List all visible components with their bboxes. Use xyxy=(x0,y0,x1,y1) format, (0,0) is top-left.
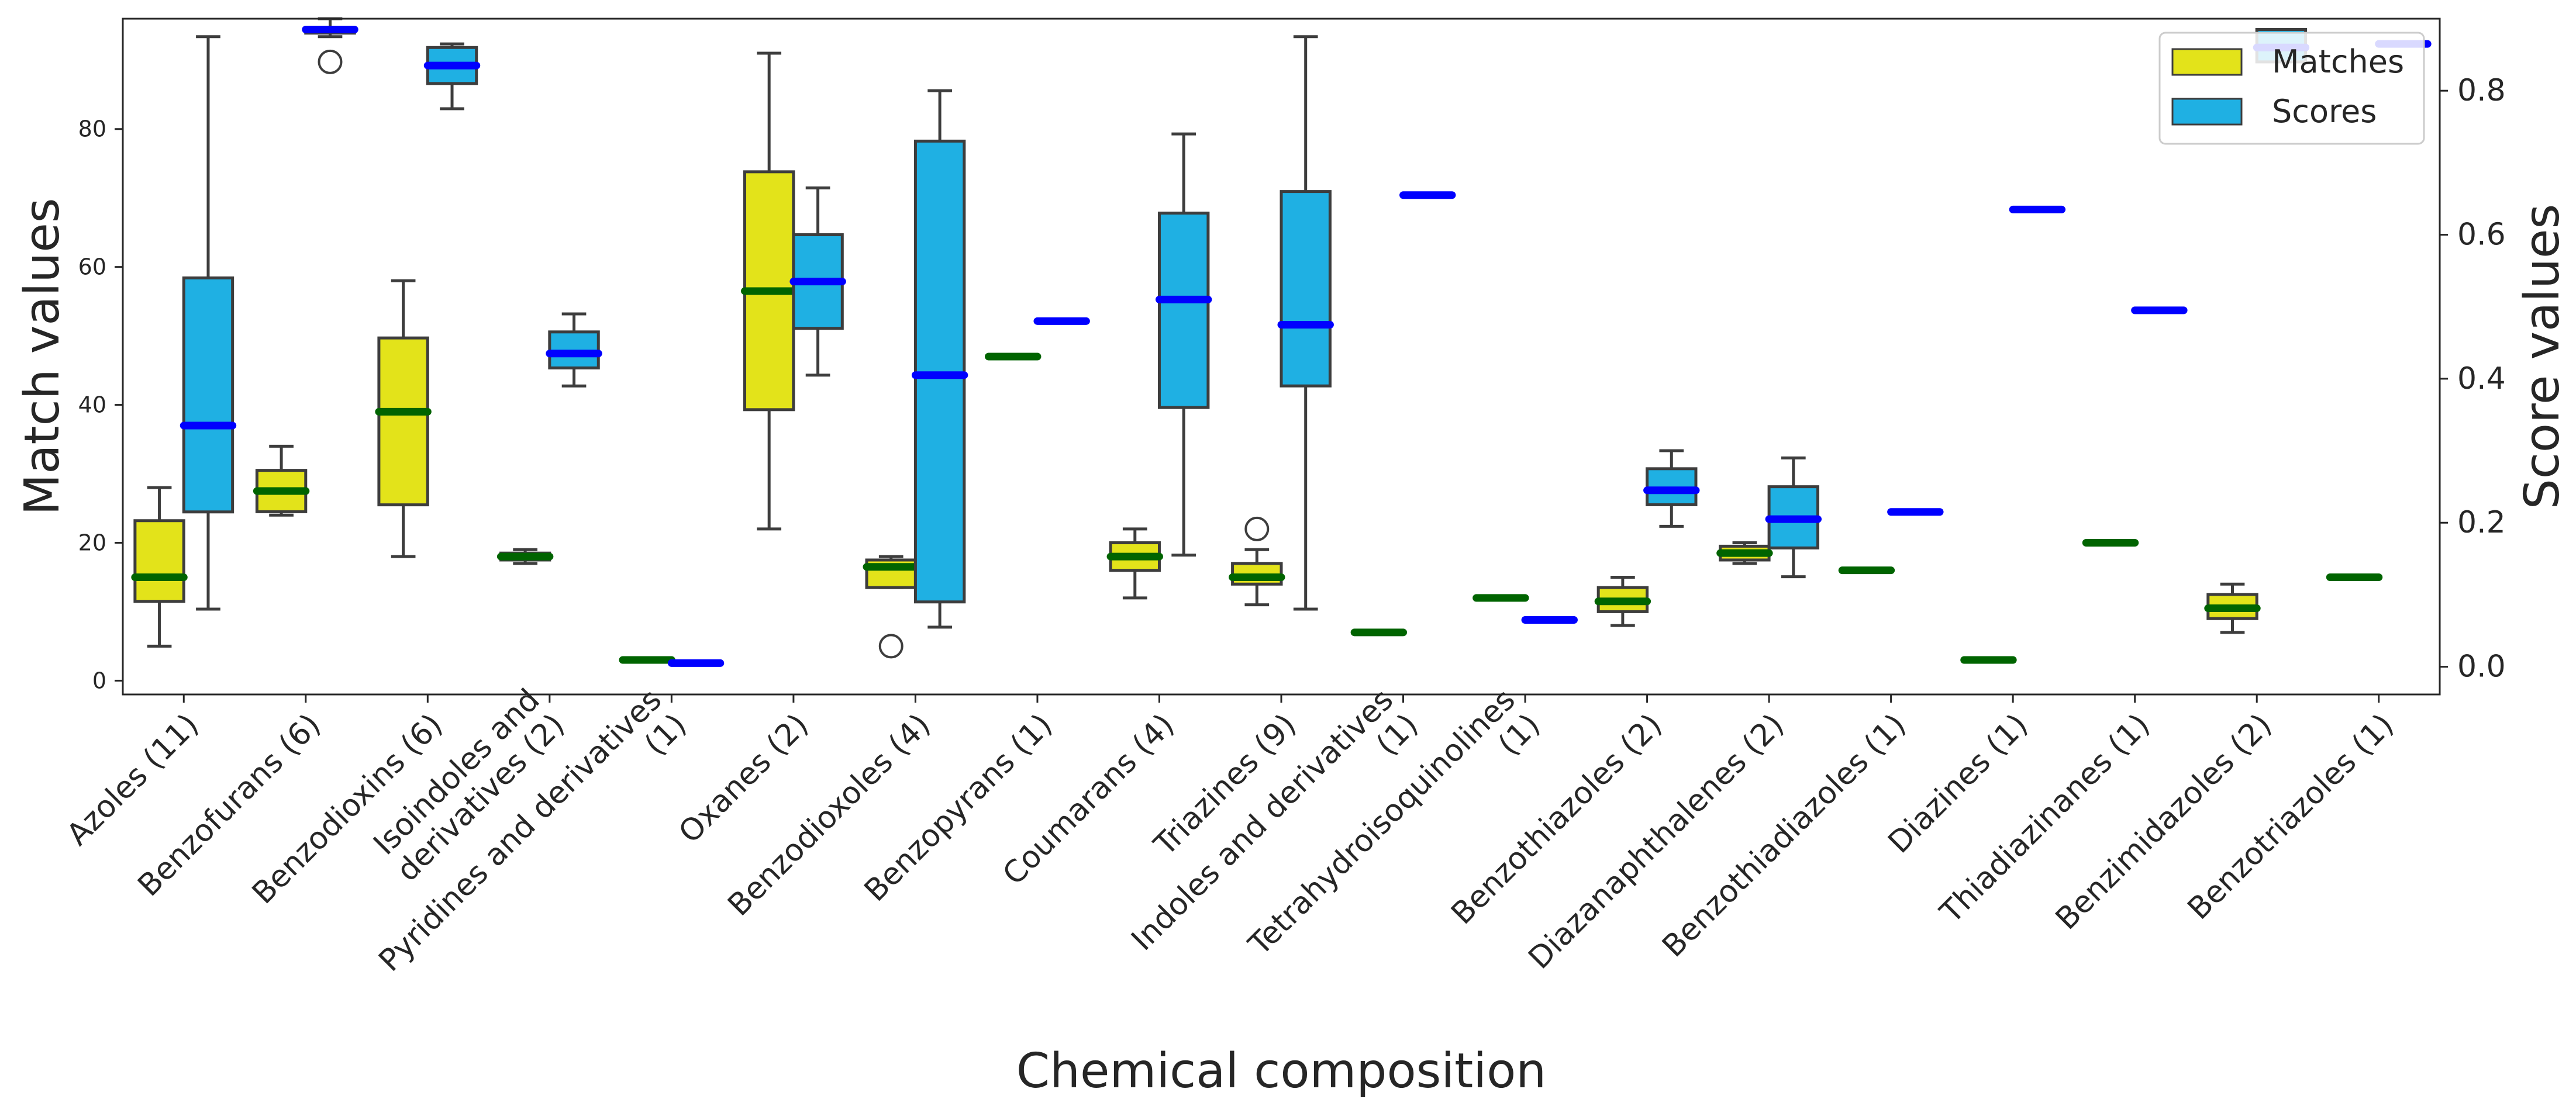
matches-box-group xyxy=(740,51,798,531)
matches-box-group xyxy=(1716,541,1773,565)
matches-box-group xyxy=(1106,527,1163,600)
matches-box-group xyxy=(253,444,310,517)
matches-box-group xyxy=(131,486,188,648)
scores-outlier-point xyxy=(318,49,343,74)
right-y-tick-label: 0.4 xyxy=(2457,361,2506,396)
left-y-tick-label: 40 xyxy=(78,392,106,418)
scores-box xyxy=(1280,190,1332,388)
scores-box-group xyxy=(546,312,602,388)
matches-box-group xyxy=(1594,575,1651,627)
matches-outlier-point xyxy=(878,634,904,659)
legend-swatch-scores xyxy=(2171,98,2243,126)
matches-box-group xyxy=(2204,582,2261,634)
left-y-tick-label: 20 xyxy=(78,530,106,555)
legend-swatch-matches xyxy=(2171,48,2243,76)
matches-box-group xyxy=(1229,516,1285,607)
left-y-tick-label: 0 xyxy=(92,668,106,693)
matches-box xyxy=(377,336,429,507)
right-y-tick-label: 0.2 xyxy=(2457,505,2506,540)
left-y-axis: 0 20 40 60 80 xyxy=(78,116,123,693)
scores-box-group xyxy=(180,35,237,611)
right-y-tick-label: 0.0 xyxy=(2457,649,2506,685)
legend-label-matches: Matches xyxy=(2272,43,2404,80)
right-axis-title: Score values xyxy=(2515,204,2570,509)
scores-box-group xyxy=(1765,456,1822,579)
right-y-tick-label: 0.8 xyxy=(2457,73,2506,108)
scores-box-group xyxy=(1277,35,1334,611)
legend-label-scores: Scores xyxy=(2272,93,2377,130)
x-axis-title: Chemical composition xyxy=(1016,1043,1546,1099)
scores-box-group xyxy=(789,186,846,377)
right-y-tick-label: 0.6 xyxy=(2457,217,2506,253)
right-y-axis: 0.0 0.2 0.4 0.6 0.8 xyxy=(2440,73,2506,685)
scores-box xyxy=(182,276,235,514)
scores-box xyxy=(1157,212,1210,409)
matches-box-group xyxy=(496,548,554,565)
scores-box-group xyxy=(1643,449,1700,528)
matches-outlier-point xyxy=(1244,516,1270,541)
scores-box-group xyxy=(1155,132,1212,557)
left-y-tick-label: 60 xyxy=(78,254,106,280)
scores-box-group xyxy=(302,17,358,74)
matches-box-group xyxy=(863,555,919,659)
left-y-tick-label: 80 xyxy=(78,116,106,142)
matches-box xyxy=(133,519,185,603)
scores-box-group xyxy=(911,89,968,629)
left-axis-title: Match values xyxy=(15,198,70,516)
legend: Matches Scores xyxy=(2158,32,2425,145)
scores-box-group xyxy=(423,42,481,110)
matches-box-group xyxy=(375,279,432,558)
